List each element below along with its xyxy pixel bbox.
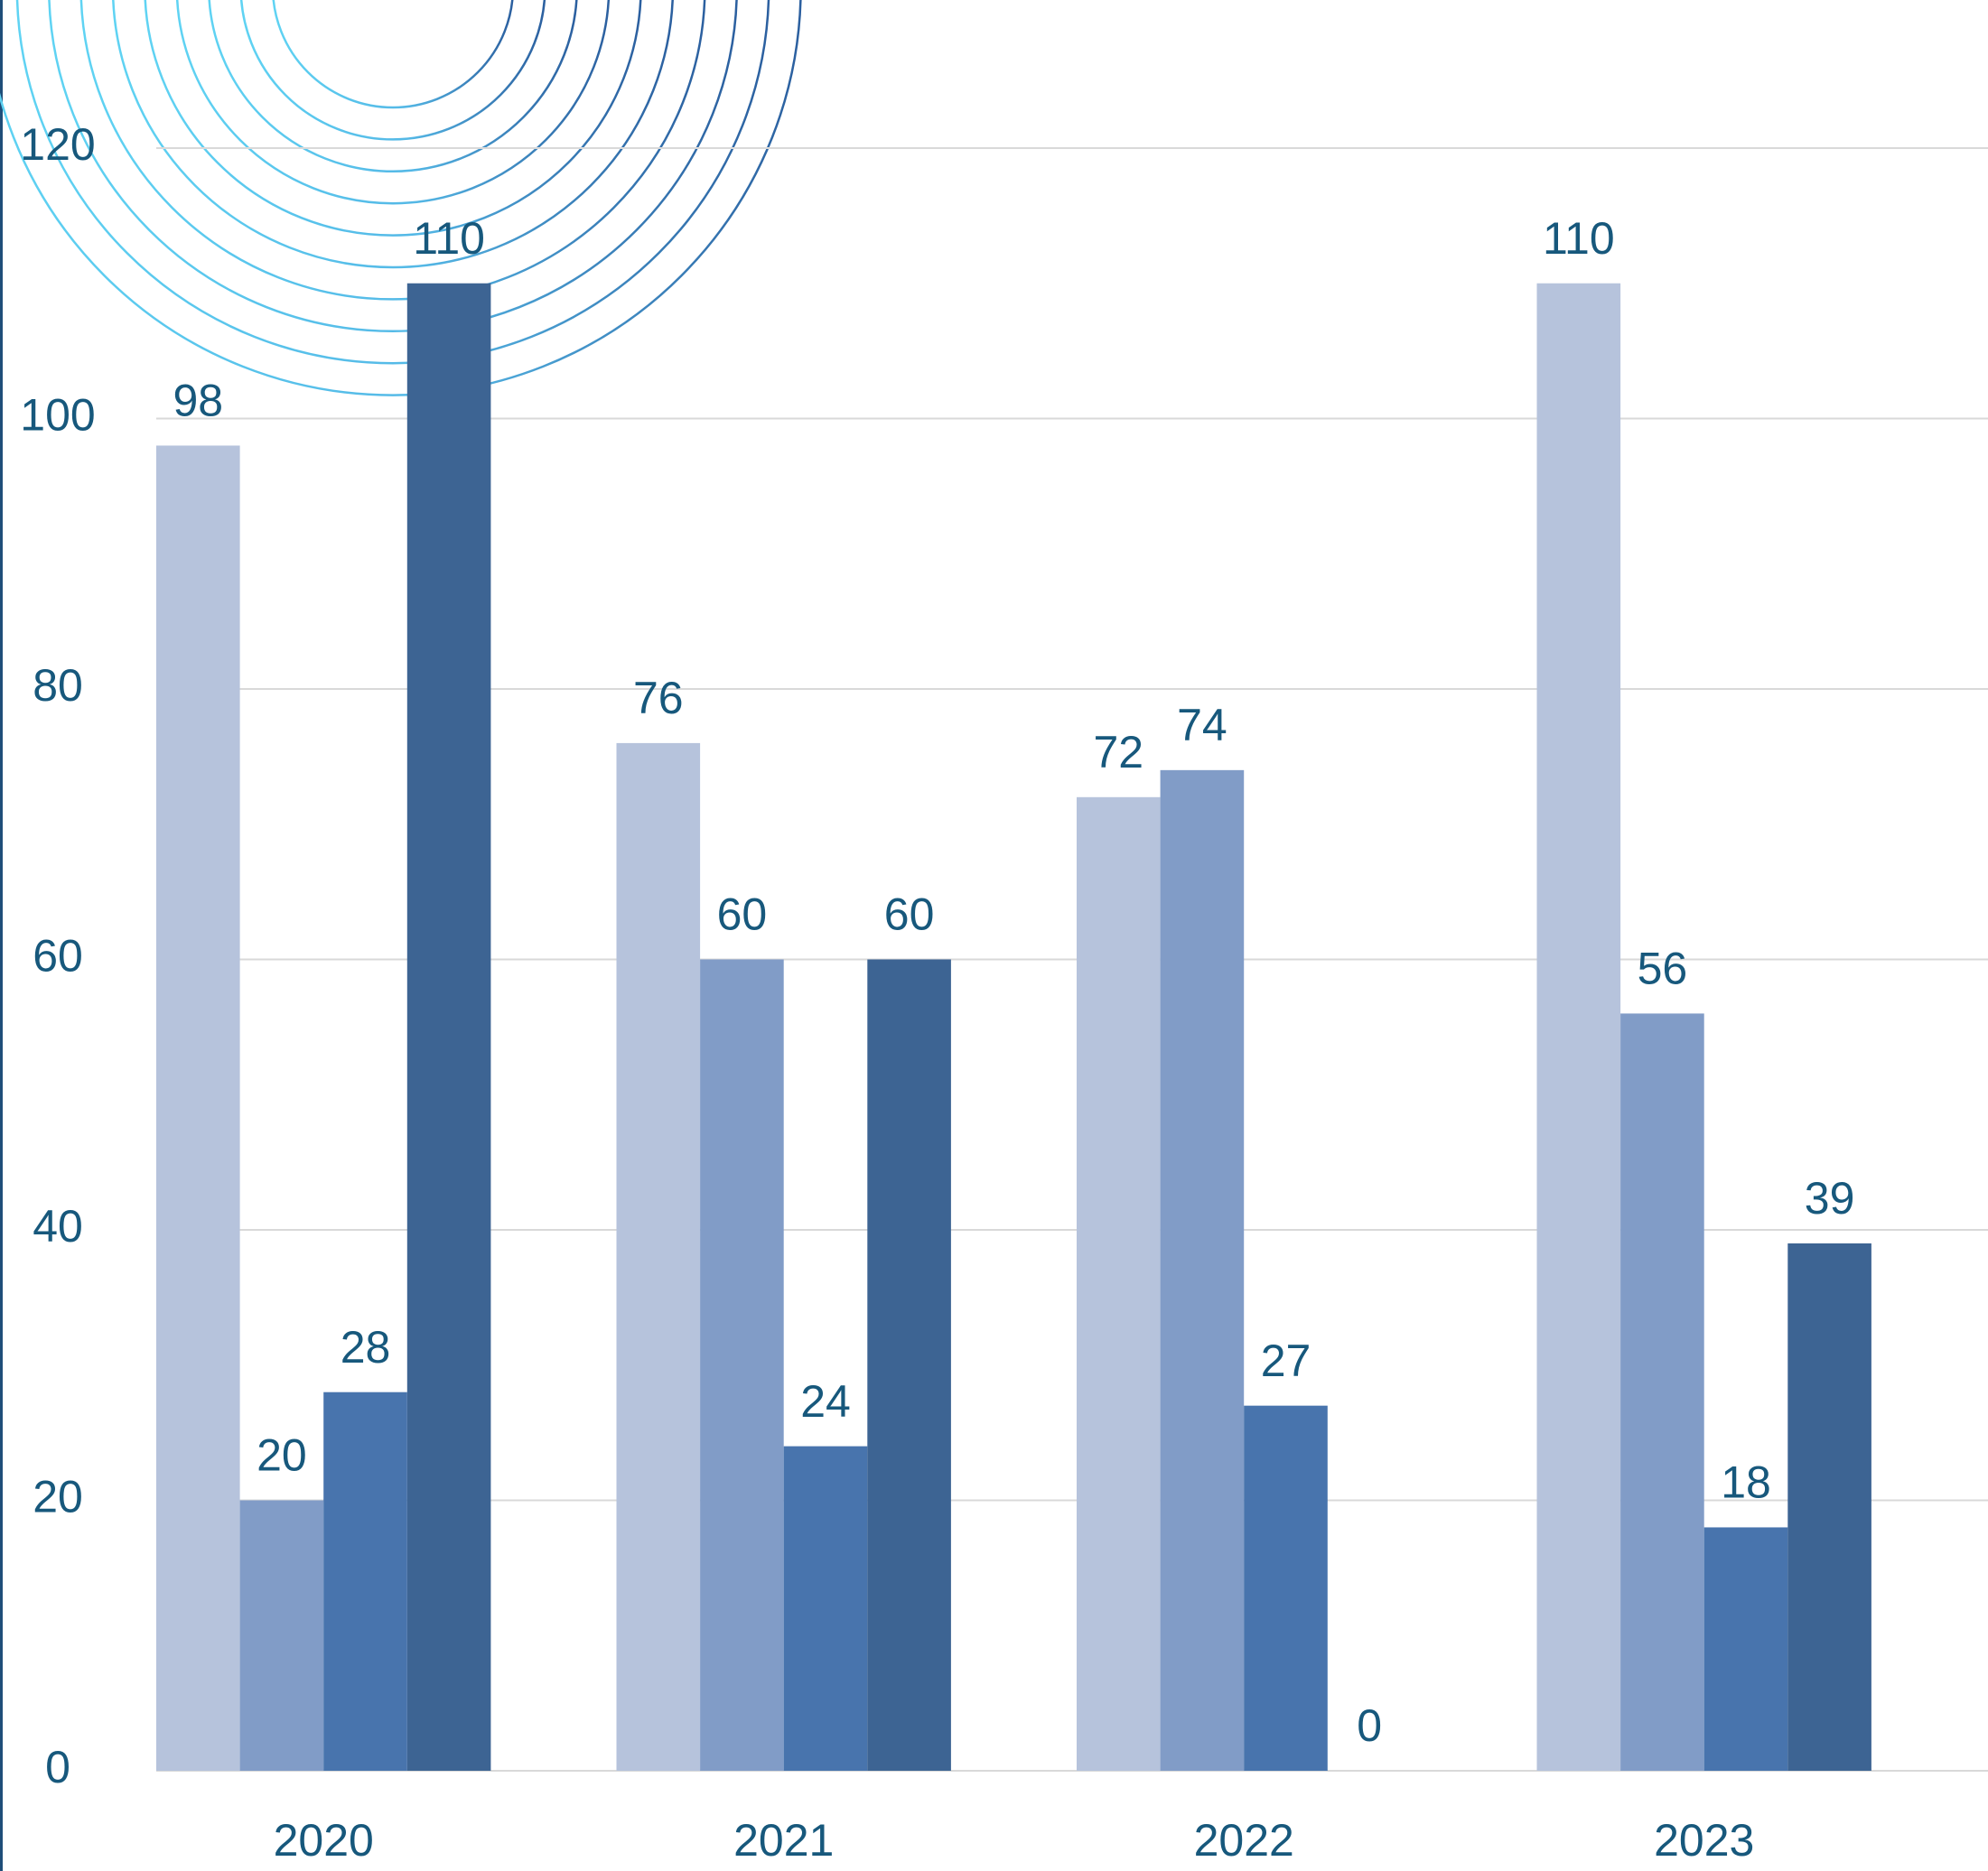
value-label: 76 <box>633 673 684 723</box>
value-label: 28 <box>341 1322 391 1373</box>
value-label: 72 <box>1093 727 1143 777</box>
bar <box>1620 1013 1704 1771</box>
decoration <box>0 0 802 396</box>
value-label: 20 <box>257 1430 307 1481</box>
bar <box>323 1392 407 1771</box>
ring <box>176 0 610 205</box>
value-label: 60 <box>884 889 935 940</box>
ring <box>15 0 770 365</box>
ring <box>79 0 706 301</box>
bar <box>156 445 240 1772</box>
value-label: 56 <box>1638 944 1688 994</box>
y-tick-label: 40 <box>33 1201 83 1252</box>
x-tick-label: 2022 <box>1194 1815 1294 1866</box>
bar <box>867 959 951 1771</box>
x-tick-label: 2023 <box>1654 1815 1754 1866</box>
y-tick-label: 120 <box>20 119 95 170</box>
y-tick-label: 80 <box>33 660 83 711</box>
value-label: 18 <box>1721 1457 1771 1508</box>
ring <box>239 0 546 141</box>
ring <box>208 0 578 172</box>
value-label: 0 <box>1357 1700 1382 1751</box>
value-label: 24 <box>800 1376 851 1427</box>
value-label: 27 <box>1261 1336 1311 1386</box>
ring <box>272 0 514 109</box>
bar <box>239 1500 324 1771</box>
ring <box>112 0 674 269</box>
value-label: 110 <box>1543 213 1615 264</box>
bar <box>700 959 784 1771</box>
value-label: 98 <box>173 376 223 426</box>
bar <box>616 742 701 1771</box>
y-tick-label: 100 <box>20 390 95 441</box>
y-tick-label: 60 <box>33 931 83 982</box>
bar <box>406 283 491 1771</box>
value-label: 60 <box>717 889 768 940</box>
bar <box>1244 1405 1328 1771</box>
bar <box>1536 283 1621 1771</box>
bar <box>1077 796 1161 1771</box>
bar <box>1703 1527 1788 1771</box>
value-label: 110 <box>413 213 485 264</box>
bar <box>1787 1243 1871 1771</box>
value-label: 74 <box>1177 700 1227 750</box>
value-label: 39 <box>1805 1173 1855 1224</box>
bar <box>783 1446 868 1771</box>
y-tick-label: 0 <box>45 1742 70 1792</box>
ring <box>0 0 802 396</box>
x-tick-label: 2020 <box>274 1815 374 1866</box>
ring <box>144 0 642 237</box>
ring <box>48 0 738 332</box>
y-tick-label: 20 <box>33 1472 83 1522</box>
bar <box>1160 769 1245 1771</box>
x-tick-label: 2021 <box>733 1815 834 1866</box>
